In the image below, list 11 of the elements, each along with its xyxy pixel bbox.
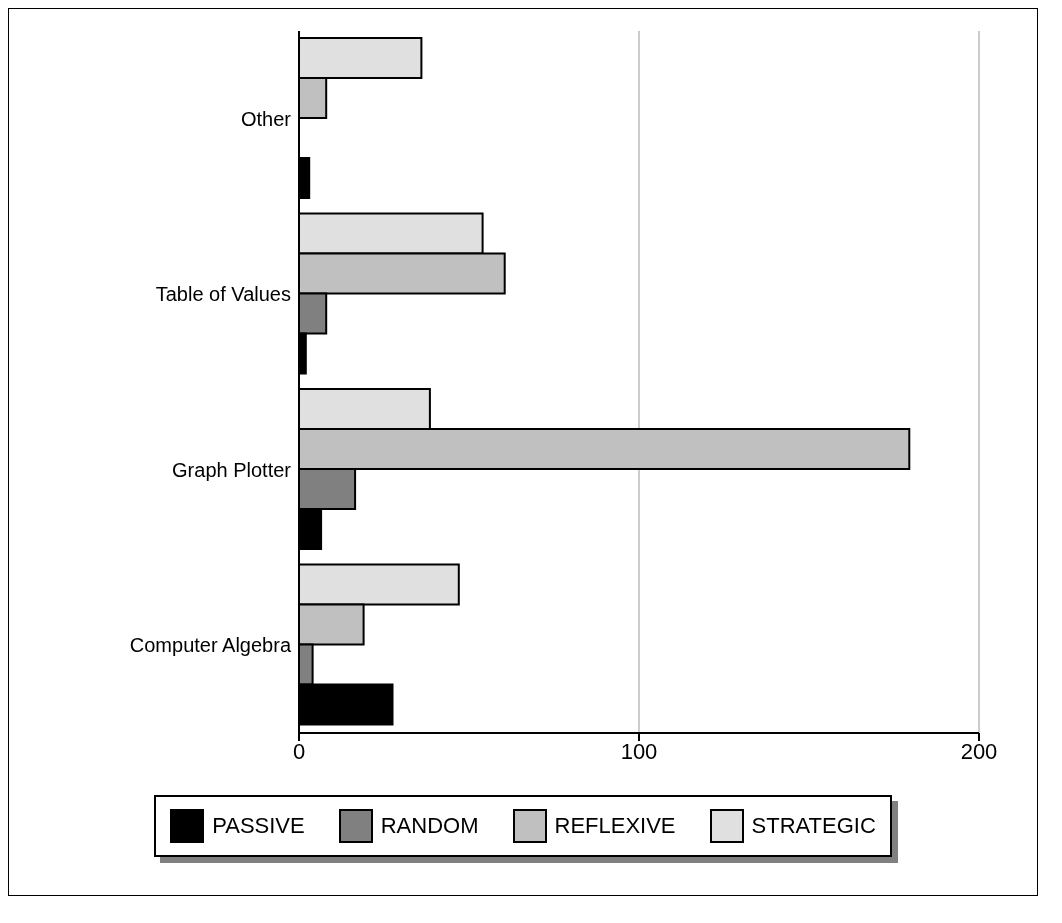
legend-label: PASSIVE bbox=[212, 813, 305, 839]
x-tick-label: 0 bbox=[292, 738, 306, 764]
legend-label: REFLEXIVE bbox=[554, 813, 676, 839]
x-tick-label: 200 bbox=[960, 738, 998, 764]
y-tick-label: Other bbox=[240, 107, 292, 130]
legend-label: RANDOM bbox=[380, 813, 479, 839]
y-tick-label: Table of Values bbox=[155, 283, 291, 306]
y-tick-label: Graph Plotter bbox=[172, 458, 292, 481]
y-tick-label: Computer Algebra bbox=[129, 634, 292, 657]
legend-label: STRATEGIC bbox=[751, 813, 876, 839]
x-tick-label: 100 bbox=[620, 738, 658, 764]
